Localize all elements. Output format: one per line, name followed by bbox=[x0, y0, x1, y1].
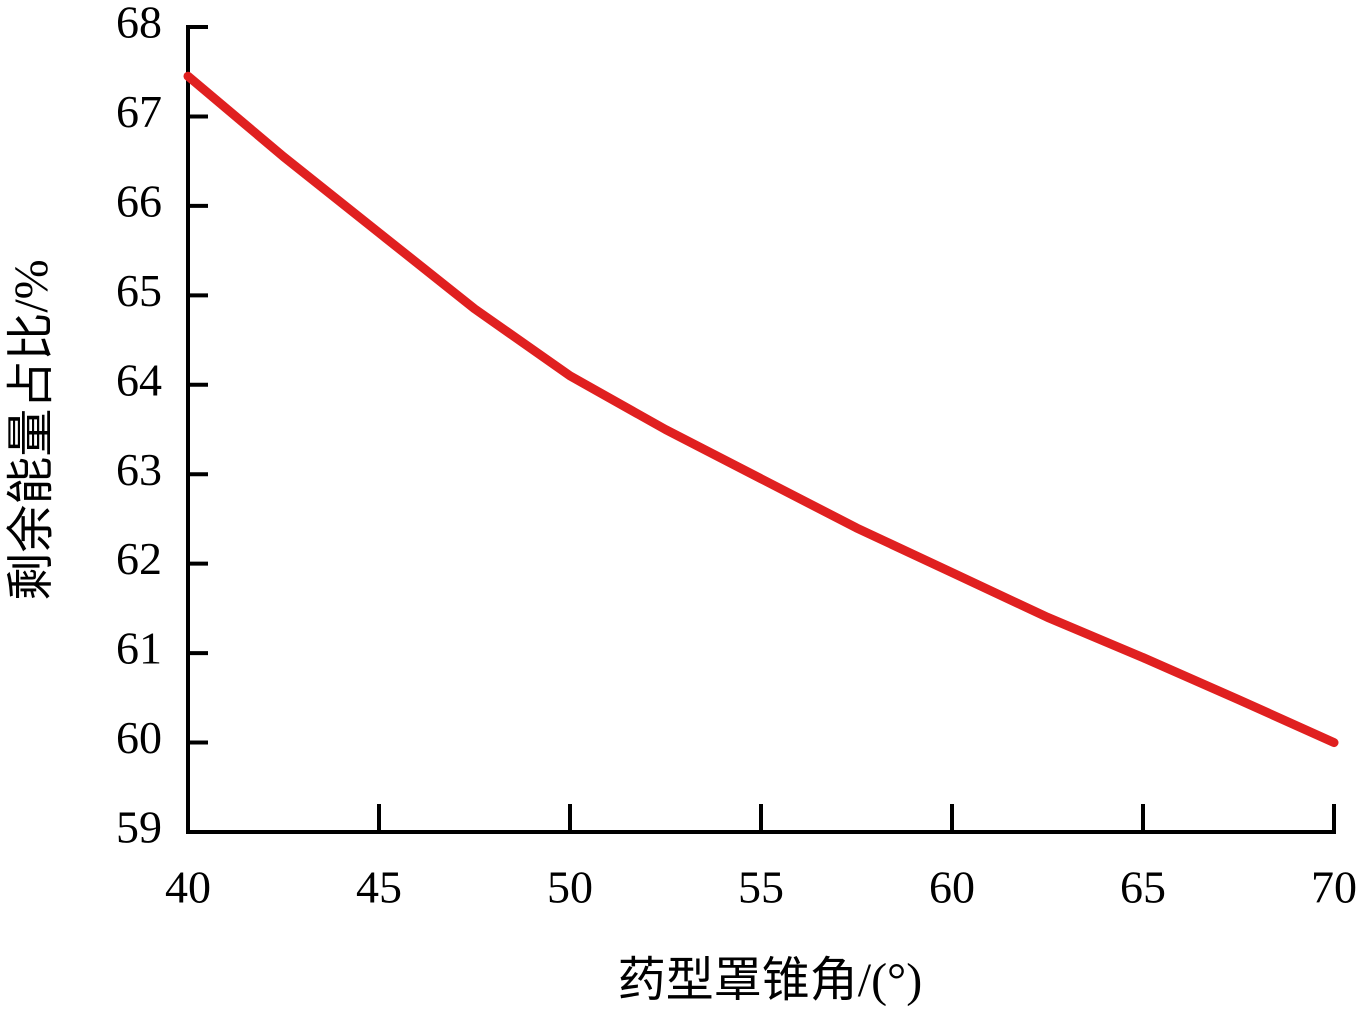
x-tick-label: 60 bbox=[929, 862, 975, 913]
y-tick-label: 67 bbox=[116, 86, 162, 137]
x-axis-title: 药型罩锥角/(°) bbox=[618, 954, 923, 1007]
y-tick-label: 63 bbox=[116, 444, 162, 495]
y-tick-label: 62 bbox=[116, 533, 162, 584]
y-tick-label: 68 bbox=[116, 0, 162, 48]
y-tick-label: 65 bbox=[116, 265, 162, 316]
y-axis-title: 剩余能量占比/% bbox=[5, 259, 58, 600]
x-tick-label: 45 bbox=[356, 862, 402, 913]
y-tick-label: 66 bbox=[116, 175, 162, 226]
x-tick-label: 40 bbox=[165, 862, 211, 913]
y-tick-label: 60 bbox=[116, 712, 162, 763]
x-tick-label: 55 bbox=[738, 862, 784, 913]
data-line bbox=[183, 71, 1339, 748]
y-tick-label: 64 bbox=[116, 354, 162, 405]
x-tick-label: 70 bbox=[1311, 862, 1357, 913]
x-tick-label: 50 bbox=[547, 862, 593, 913]
x-tick-label: 65 bbox=[1120, 862, 1166, 913]
y-tick-label: 61 bbox=[116, 623, 162, 674]
y-tick-label: 59 bbox=[116, 802, 162, 853]
